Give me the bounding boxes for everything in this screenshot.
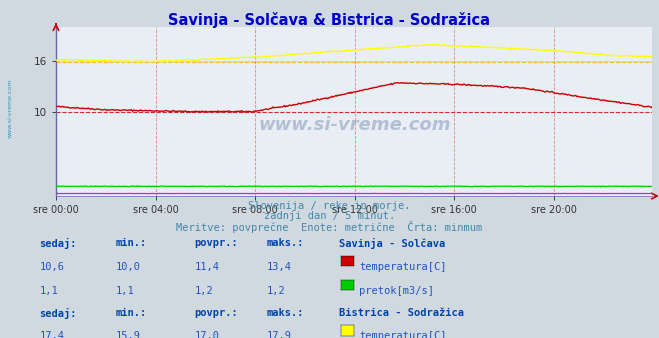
Text: povpr.:: povpr.:: [194, 238, 238, 248]
Text: min.:: min.:: [115, 238, 146, 248]
Text: Savinja - Solčava & Bistrica - Sodražica: Savinja - Solčava & Bistrica - Sodražica: [169, 12, 490, 28]
Text: 1,1: 1,1: [115, 286, 134, 296]
Text: sedaj:: sedaj:: [40, 308, 77, 319]
Text: Savinja - Solčava: Savinja - Solčava: [339, 238, 445, 249]
Text: 17,9: 17,9: [267, 331, 292, 338]
Text: 15,9: 15,9: [115, 331, 140, 338]
Text: Meritve: povprečne  Enote: metrične  Črta: minmum: Meritve: povprečne Enote: metrične Črta:…: [177, 221, 482, 234]
Text: Slovenija / reke in morje.: Slovenija / reke in morje.: [248, 201, 411, 211]
Text: 1,2: 1,2: [267, 286, 285, 296]
Text: 17,0: 17,0: [194, 331, 219, 338]
Text: temperatura[C]: temperatura[C]: [359, 331, 447, 338]
Text: 1,2: 1,2: [194, 286, 213, 296]
Text: min.:: min.:: [115, 308, 146, 318]
Text: 10,0: 10,0: [115, 262, 140, 272]
Text: www.si-vreme.com: www.si-vreme.com: [258, 116, 451, 134]
Text: www.si-vreme.com: www.si-vreme.com: [8, 78, 13, 138]
Text: 17,4: 17,4: [40, 331, 65, 338]
Text: maks.:: maks.:: [267, 238, 304, 248]
Text: 13,4: 13,4: [267, 262, 292, 272]
Text: 10,6: 10,6: [40, 262, 65, 272]
Text: zadnji dan / 5 minut.: zadnji dan / 5 minut.: [264, 211, 395, 221]
Text: pretok[m3/s]: pretok[m3/s]: [359, 286, 434, 296]
Text: 1,1: 1,1: [40, 286, 58, 296]
Text: temperatura[C]: temperatura[C]: [359, 262, 447, 272]
Text: Bistrica - Sodražica: Bistrica - Sodražica: [339, 308, 465, 318]
Text: sedaj:: sedaj:: [40, 238, 77, 249]
Text: 11,4: 11,4: [194, 262, 219, 272]
Text: maks.:: maks.:: [267, 308, 304, 318]
Text: povpr.:: povpr.:: [194, 308, 238, 318]
